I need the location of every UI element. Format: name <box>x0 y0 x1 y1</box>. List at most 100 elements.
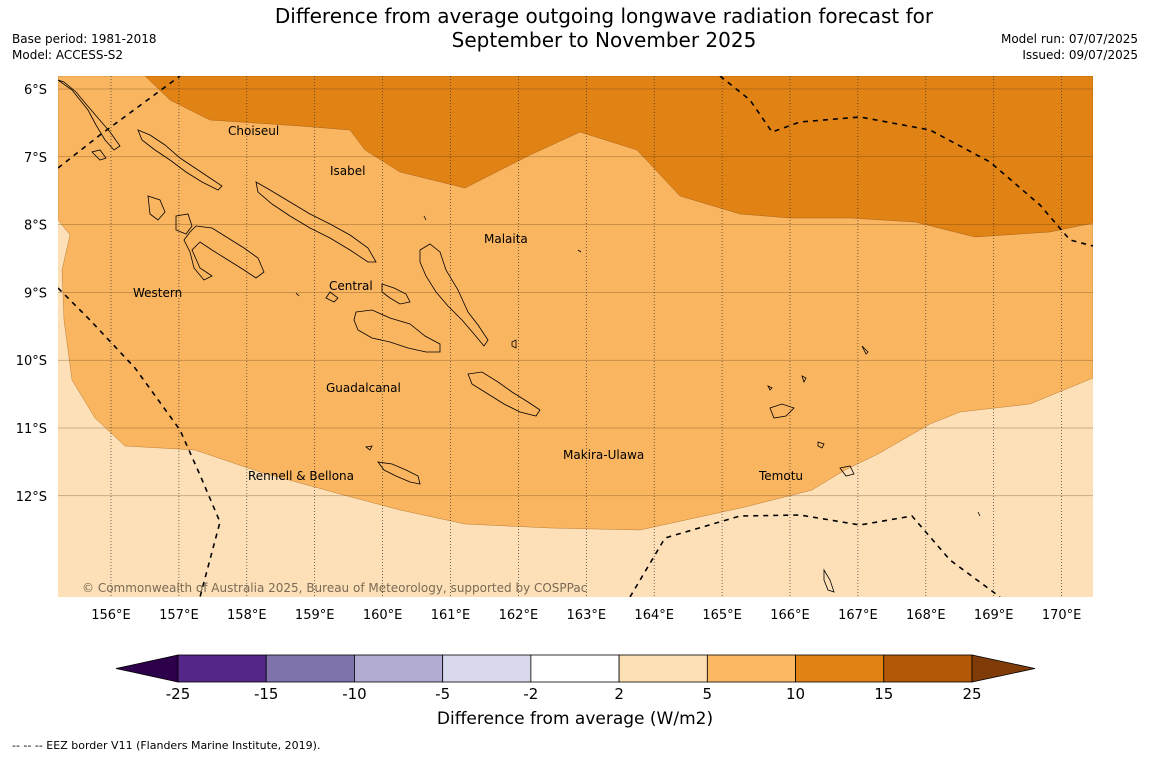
eez-line <box>58 76 181 169</box>
lon-tick-label: 158°E <box>227 608 267 623</box>
region-label-rennell-bellona: Rennell & Bellona <box>248 469 354 483</box>
colorbar-tick-label: -15 <box>254 685 279 703</box>
colorbar-tick-labels: -25 -15 -10 -5 -2 2 5 10 15 25 <box>166 685 982 703</box>
choiseul-coast <box>137 129 223 191</box>
lat-tick-label: 9°S <box>24 286 47 301</box>
islet-coast <box>861 345 869 355</box>
meta-right: Model run: 07/07/2025 Issued: 09/07/2025 <box>1001 31 1138 63</box>
base-period: Base period: 1981-2018 <box>12 32 157 46</box>
islet-coast <box>767 385 773 391</box>
lat-tick-label: 12°S <box>16 490 47 505</box>
colorbar-segment <box>530 654 620 683</box>
lon-tick-label: 162°E <box>499 608 539 623</box>
islet-coast <box>801 375 807 384</box>
rennell-coast <box>377 461 421 485</box>
region-label-isabel: Isabel <box>330 164 365 178</box>
lon-tick-label: 161°E <box>431 608 471 623</box>
colorbar-extend-min <box>115 654 179 683</box>
colorbar-tick-label: -2 <box>523 685 538 703</box>
colorbar-tick-label: -10 <box>342 685 367 703</box>
colorbar-segment <box>265 654 355 683</box>
region-label-guadalcanal: Guadalcanal <box>326 381 401 395</box>
eez-line <box>719 76 1093 247</box>
colorbar-extend-max <box>971 654 1036 683</box>
eez-border <box>58 76 1093 597</box>
model-name: Model: ACCESS-S2 <box>12 48 124 62</box>
issued-date: Issued: 09/07/2025 <box>1022 48 1138 62</box>
eez-legend-note: -- -- -- EEZ border V11 (Flanders Marine… <box>12 739 321 752</box>
copyright-text: © Commonwealth of Australia 2025, Bureau… <box>82 581 587 595</box>
colorbar-segment <box>442 654 532 683</box>
region-label-temotu: Temotu <box>758 469 803 483</box>
lon-tick-label: 160°E <box>363 608 403 623</box>
makira-coast <box>467 371 541 417</box>
kolombangara-coast <box>175 213 193 235</box>
colorbar-title: Difference from average (W/m2) <box>436 709 714 729</box>
lon-tick-label: 157°E <box>159 608 199 623</box>
island-coastlines <box>58 79 981 593</box>
islet-coast <box>977 511 981 517</box>
vanikoro-coast <box>839 465 855 477</box>
region-label-choiseul: Choiseul <box>228 124 279 138</box>
chart-title: Difference from average outgoing longwav… <box>0 4 1150 52</box>
colorbar-tick-label: 25 <box>962 685 981 703</box>
colorbar-tick-label: 2 <box>614 685 624 703</box>
colorbar-segment <box>706 654 796 683</box>
bellona-coast <box>365 445 373 451</box>
florida-islands-coast <box>381 283 411 305</box>
title-line-1: Difference from average outgoing longwav… <box>274 4 934 28</box>
eez-line <box>629 514 1001 597</box>
lon-tick-label: 166°E <box>770 608 810 623</box>
lat-tick-label: 11°S <box>16 422 47 437</box>
colorbar-segment <box>795 654 885 683</box>
colorbar-segment <box>354 654 444 683</box>
isabel-coast <box>255 181 377 263</box>
colorbar-tick-label: 15 <box>874 685 893 703</box>
map-plot-area: Choiseul Isabel Malaita Central Western … <box>58 76 1093 597</box>
colorbar-tick-label: -25 <box>166 685 191 703</box>
lat-tick-label: 6°S <box>24 83 47 98</box>
new-georgia-coast <box>183 225 265 281</box>
colorbar-tick-label: 10 <box>786 685 805 703</box>
lon-tick-label: 165°E <box>702 608 742 623</box>
region-label-western: Western <box>133 286 182 300</box>
colorbar-segment <box>177 654 267 683</box>
colorbar <box>115 654 1036 683</box>
islet-coast <box>295 292 300 297</box>
meta-left: Base period: 1981-2018 Model: ACCESS-S2 <box>12 31 157 63</box>
russell-islands-coast <box>325 291 339 303</box>
islet-coast <box>91 149 107 161</box>
islet-coast <box>817 441 825 449</box>
colorbar-segment <box>618 654 708 683</box>
guadalcanal-coast <box>353 309 441 353</box>
graticule <box>58 76 1093 597</box>
longitude-labels: 156°E 157°E 158°E 159°E 160°E 161°E 162°E 163°E… <box>91 608 1081 623</box>
title-line-2: September to November 2025 <box>451 28 757 52</box>
lon-tick-label: 163°E <box>567 608 607 623</box>
lat-tick-label: 10°S <box>16 354 47 369</box>
lat-tick-label: 8°S <box>24 219 47 234</box>
colorbar-tick-label: -5 <box>435 685 450 703</box>
bougainville-coast <box>58 79 121 151</box>
lon-tick-label: 170°E <box>1042 608 1082 623</box>
lon-tick-label: 169°E <box>974 608 1014 623</box>
santa-cruz-coast <box>769 403 795 419</box>
vella-lavella-coast <box>147 195 166 221</box>
lon-tick-label: 168°E <box>906 608 946 623</box>
lon-tick-label: 167°E <box>838 608 878 623</box>
ulawa-coast <box>511 339 517 349</box>
region-label-malaita: Malaita <box>484 232 528 246</box>
colorbar-segment <box>883 654 973 683</box>
model-run: Model run: 07/07/2025 <box>1000 32 1138 46</box>
latitude-labels: 6°S 7°S 8°S 9°S 10°S 11°S 12°S <box>16 83 47 505</box>
islet-coast <box>423 215 427 221</box>
lat-tick-label: 7°S <box>24 151 47 166</box>
fill-10-to-15 <box>144 76 1093 238</box>
region-label-makira-ulawa: Makira-Ulawa <box>563 448 644 462</box>
lon-tick-label: 156°E <box>91 608 131 623</box>
islet-coast <box>823 568 835 593</box>
lon-tick-label: 164°E <box>634 608 674 623</box>
lon-tick-label: 159°E <box>295 608 335 623</box>
malaita-coast <box>419 243 489 347</box>
